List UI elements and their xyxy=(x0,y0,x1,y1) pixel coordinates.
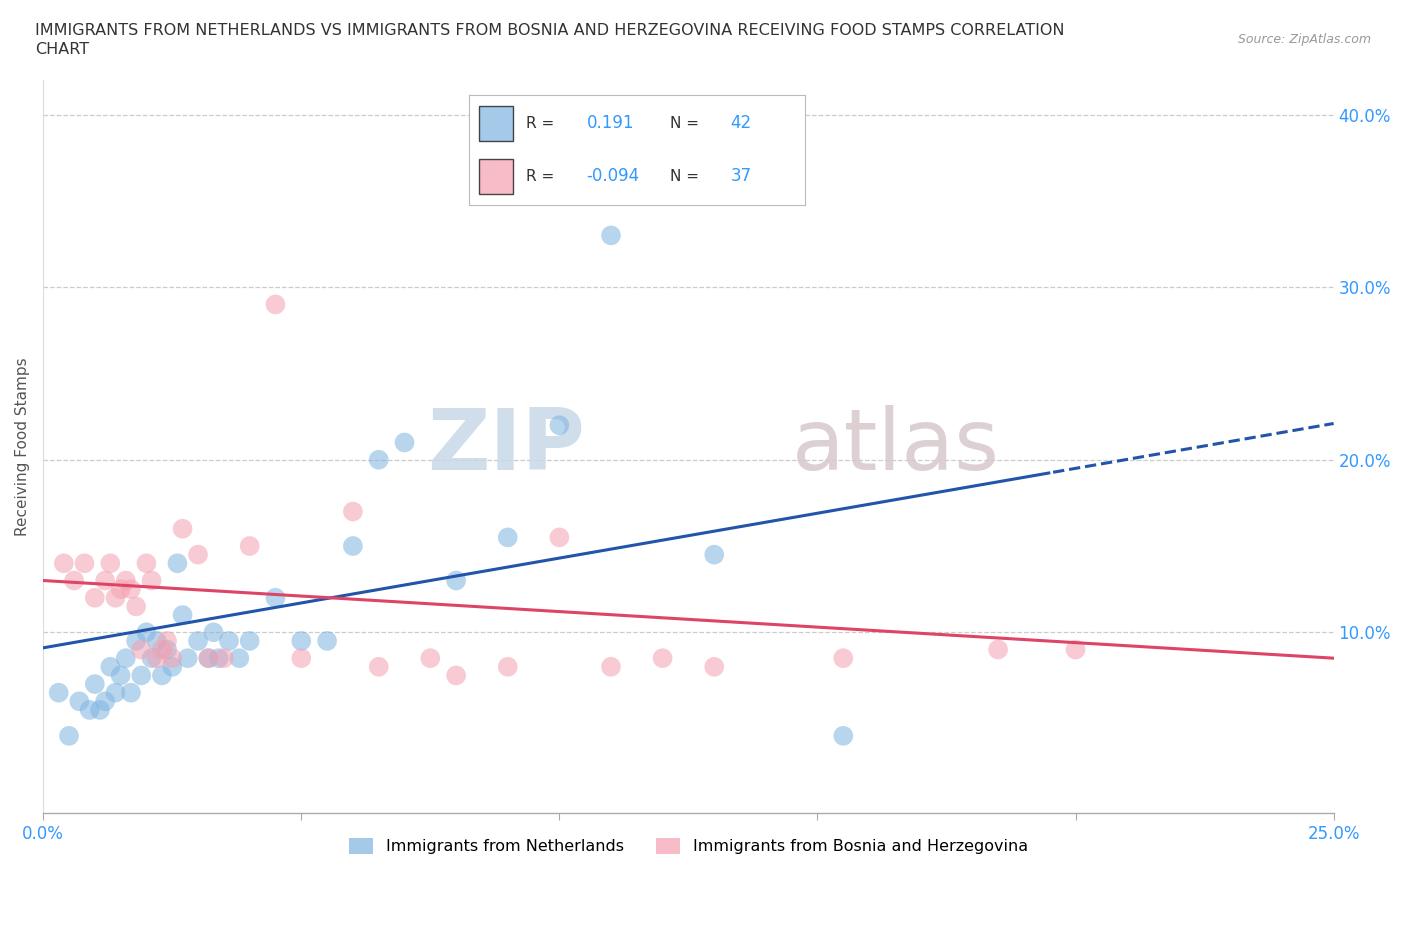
Point xyxy=(94,573,117,588)
Point xyxy=(187,633,209,648)
Point xyxy=(79,702,101,717)
Point xyxy=(496,530,519,545)
Point xyxy=(367,659,389,674)
Point xyxy=(145,651,167,666)
Point xyxy=(145,633,167,648)
Point xyxy=(832,728,855,743)
Point xyxy=(703,659,725,674)
Point xyxy=(73,556,96,571)
Text: atlas: atlas xyxy=(792,405,1000,488)
Point xyxy=(600,228,623,243)
Point xyxy=(172,607,194,622)
Point xyxy=(394,435,416,450)
Point xyxy=(239,538,262,553)
Text: IMMIGRANTS FROM NETHERLANDS VS IMMIGRANTS FROM BOSNIA AND HERZEGOVINA RECEIVING : IMMIGRANTS FROM NETHERLANDS VS IMMIGRANT… xyxy=(35,23,1064,38)
Point xyxy=(83,677,105,692)
Point xyxy=(150,668,173,683)
Point xyxy=(212,651,235,666)
Point xyxy=(98,659,121,674)
Y-axis label: Receiving Food Stamps: Receiving Food Stamps xyxy=(15,357,30,536)
Point xyxy=(162,651,184,666)
Point xyxy=(114,651,136,666)
Point xyxy=(177,651,200,666)
Point xyxy=(89,702,111,717)
Text: CHART: CHART xyxy=(35,42,89,57)
Point xyxy=(290,633,312,648)
Point xyxy=(94,694,117,709)
Text: ZIP: ZIP xyxy=(427,405,585,488)
Point xyxy=(162,659,184,674)
Point xyxy=(239,633,262,648)
Point xyxy=(197,651,219,666)
Point xyxy=(703,547,725,562)
Point xyxy=(342,504,364,519)
Point xyxy=(832,651,855,666)
Point xyxy=(1064,642,1087,657)
Point xyxy=(197,651,219,666)
Point xyxy=(419,651,441,666)
Point xyxy=(120,685,142,700)
Point xyxy=(110,668,132,683)
Point xyxy=(120,581,142,596)
Point xyxy=(987,642,1010,657)
Point xyxy=(600,659,623,674)
Point xyxy=(129,642,152,657)
Point xyxy=(172,522,194,537)
Point xyxy=(52,556,75,571)
Point xyxy=(228,651,250,666)
Point xyxy=(208,651,231,666)
Point xyxy=(114,573,136,588)
Point xyxy=(63,573,86,588)
Point xyxy=(58,728,80,743)
Point xyxy=(135,556,157,571)
Point xyxy=(48,685,70,700)
Point xyxy=(548,418,571,432)
Point xyxy=(129,668,152,683)
Point xyxy=(83,591,105,605)
Point xyxy=(496,659,519,674)
Point xyxy=(342,538,364,553)
Point xyxy=(218,633,240,648)
Point xyxy=(156,642,179,657)
Point xyxy=(264,297,287,312)
Point xyxy=(141,573,163,588)
Point xyxy=(444,668,467,683)
Point xyxy=(104,591,127,605)
Point xyxy=(367,452,389,467)
Text: Source: ZipAtlas.com: Source: ZipAtlas.com xyxy=(1237,33,1371,46)
Point xyxy=(316,633,339,648)
Point xyxy=(156,633,179,648)
Legend: Immigrants from Netherlands, Immigrants from Bosnia and Herzegovina: Immigrants from Netherlands, Immigrants … xyxy=(343,831,1033,860)
Point xyxy=(187,547,209,562)
Point xyxy=(290,651,312,666)
Point xyxy=(141,651,163,666)
Point xyxy=(98,556,121,571)
Point xyxy=(548,530,571,545)
Point xyxy=(202,625,225,640)
Point xyxy=(125,599,148,614)
Point xyxy=(651,651,673,666)
Point xyxy=(125,633,148,648)
Point xyxy=(67,694,90,709)
Point xyxy=(150,642,173,657)
Point xyxy=(135,625,157,640)
Point xyxy=(110,581,132,596)
Point xyxy=(264,591,287,605)
Point xyxy=(166,556,188,571)
Point xyxy=(104,685,127,700)
Point xyxy=(444,573,467,588)
